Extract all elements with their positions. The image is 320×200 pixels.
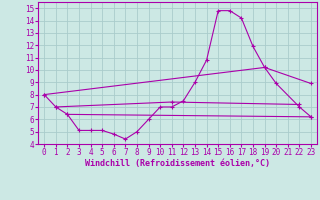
- X-axis label: Windchill (Refroidissement éolien,°C): Windchill (Refroidissement éolien,°C): [85, 159, 270, 168]
